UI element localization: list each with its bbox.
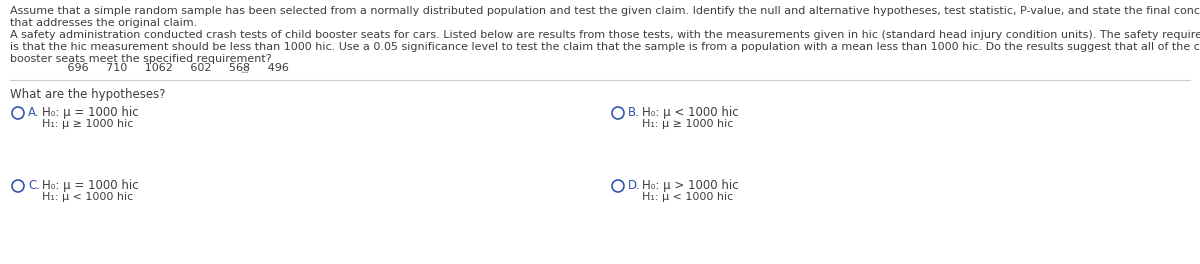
Text: H₀: μ > 1000 hic: H₀: μ > 1000 hic xyxy=(642,179,739,192)
Text: booster seats meet the specified requirement?: booster seats meet the specified require… xyxy=(10,54,271,64)
Text: B.: B. xyxy=(628,106,640,119)
Text: 696     710     1062     602     568     496: 696 710 1062 602 568 496 xyxy=(50,63,289,73)
Text: H₁: μ ≥ 1000 hic: H₁: μ ≥ 1000 hic xyxy=(642,119,733,129)
Text: H₀: μ < 1000 hic: H₀: μ < 1000 hic xyxy=(642,106,739,119)
Text: H₁: μ < 1000 hic: H₁: μ < 1000 hic xyxy=(642,192,733,202)
Text: H₀: μ = 1000 hic: H₀: μ = 1000 hic xyxy=(42,106,139,119)
Text: is that the hic measurement should be less than 1000 hic. Use a 0.05 significanc: is that the hic measurement should be le… xyxy=(10,42,1200,52)
Text: A.: A. xyxy=(28,106,40,119)
Text: A safety administration conducted crash tests of child booster seats for cars. L: A safety administration conducted crash … xyxy=(10,30,1200,40)
Text: D.: D. xyxy=(628,179,641,192)
Text: that addresses the original claim.: that addresses the original claim. xyxy=(10,18,197,28)
Text: C.: C. xyxy=(28,179,40,192)
Text: H₁: μ < 1000 hic: H₁: μ < 1000 hic xyxy=(42,192,133,202)
Text: Assume that a simple random sample has been selected from a normally distributed: Assume that a simple random sample has b… xyxy=(10,6,1200,16)
Text: □: □ xyxy=(240,65,248,74)
Text: H₁: μ ≥ 1000 hic: H₁: μ ≥ 1000 hic xyxy=(42,119,133,129)
Text: H₀: μ = 1000 hic: H₀: μ = 1000 hic xyxy=(42,179,139,192)
Text: What are the hypotheses?: What are the hypotheses? xyxy=(10,88,166,101)
